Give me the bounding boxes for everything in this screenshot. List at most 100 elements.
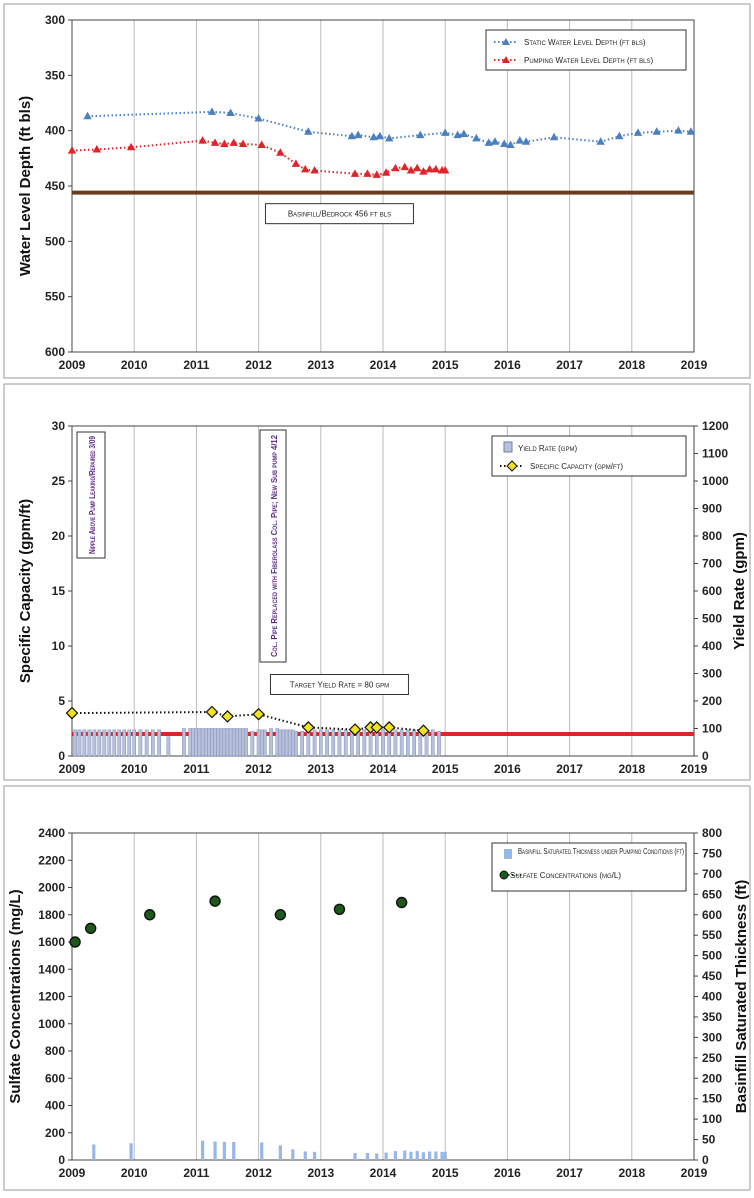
bar [437,731,441,757]
bar [238,728,242,757]
bar [166,736,171,757]
data-point [254,113,263,122]
y-tick-label: 1400 [38,962,65,976]
y2-tick-label: 800 [702,529,722,543]
y-tick-label: 2400 [38,826,65,840]
y-axis-title: Water Level Depth (ft bls) [17,96,34,276]
y2-tick-label: 750 [702,846,722,860]
bar [232,1142,236,1160]
data-point [406,166,416,174]
bar [151,729,155,757]
y2-axis-title: Yield Rate (gpm) [731,532,748,650]
data-point [347,131,357,140]
y-tick-label: 450 [45,179,65,193]
legend: Basinfill Saturated Thickness under Pump… [491,842,687,892]
y2-tick-label: 650 [702,887,722,901]
y-tick-label: 1600 [38,935,65,949]
bar [337,729,342,757]
y2-tick-label: 0 [702,1153,709,1167]
annotation-text: Nipple Above Pump Leaking/Repaired 3/09 [87,436,97,554]
data-point [229,138,238,146]
data-point [431,164,441,173]
bar [213,1141,217,1160]
y2-tick-label: 100 [702,722,722,736]
legend-label: Basinfill Saturated Thickness under Pump… [518,847,684,856]
data-point [301,164,310,173]
x-tick-label: 2016 [494,1166,521,1180]
data-point [252,707,265,721]
bar [73,729,77,757]
bar [281,729,286,757]
y-tick-label: 25 [52,474,66,488]
annotation-box [264,203,414,225]
data-point [291,159,301,167]
annotation-text: Col. Pipe Replaced with Fiberglass Col. … [269,435,279,657]
bar [291,729,295,757]
bar [343,729,348,757]
annotation-box [259,429,287,663]
y2-tick-label: 700 [702,867,722,881]
x-tick-label: 2012 [245,358,272,372]
bar [428,1151,432,1160]
x-tick-label: 2017 [556,762,583,776]
x-tick-label: 2013 [307,358,334,372]
legend-label: Sulfate Concentrations (mg/L) [510,871,621,880]
data-point [375,131,385,140]
x-tick-label: 2019 [681,358,708,372]
x-tick-label: 2019 [681,1166,708,1180]
bar [312,729,317,757]
y-tick-label: 400 [45,1099,65,1113]
legend-swatch [504,849,512,859]
bar [319,729,323,757]
data-point [348,723,362,736]
y2-tick-label: 200 [702,694,722,708]
series-1 [83,107,696,149]
data-point [484,138,493,146]
bar [197,728,202,757]
bar [399,729,404,757]
series-2 [65,705,430,738]
bar [294,731,298,757]
annotation-box [76,431,106,559]
bar [278,1145,282,1160]
bar [362,729,367,757]
y2-tick-label: 600 [702,908,722,922]
x-tick-label: 2010 [121,762,148,776]
bar [300,731,304,757]
x-tick-label: 2009 [59,762,86,776]
y-tick-label: 2200 [38,853,65,867]
bar [393,1151,398,1160]
bar [235,728,239,757]
data-point [425,164,434,173]
bar [278,729,283,757]
y-tick-label: 1200 [38,990,65,1004]
bar [306,729,311,757]
data-point [615,131,624,140]
y-tick-label: 300 [45,13,65,27]
data-point [69,936,81,948]
bar [287,729,292,757]
x-tick-label: 2010 [121,358,148,372]
y-tick-label: 10 [52,639,66,653]
y2-tick-label: 200 [702,1071,722,1085]
y2-tick-label: 700 [702,557,722,571]
y-tick-label: 5 [58,694,65,708]
legend-swatch [503,441,513,453]
bar [207,728,211,757]
y-tick-label: 15 [52,584,66,598]
chart-panel-3: 2009 2010 2011 2012 2013 2014 2015 2016 2017 2018… [3,785,751,1191]
y2-tick-label: 450 [702,969,722,983]
legend: Static Water Level Depth (ft bls) Pumping… [485,29,687,71]
bar [144,729,149,757]
y2-tick-label: 500 [702,949,722,963]
data-point [459,129,469,137]
bar [117,729,122,757]
x-tick-label: 2015 [432,762,459,776]
y-axis-title: Specific Capacity (gpm/ft) [17,499,34,683]
bar [415,1151,419,1160]
y2-tick-label: 300 [702,1030,722,1044]
data-point [686,127,696,135]
y-tick-label: 0 [58,749,65,763]
